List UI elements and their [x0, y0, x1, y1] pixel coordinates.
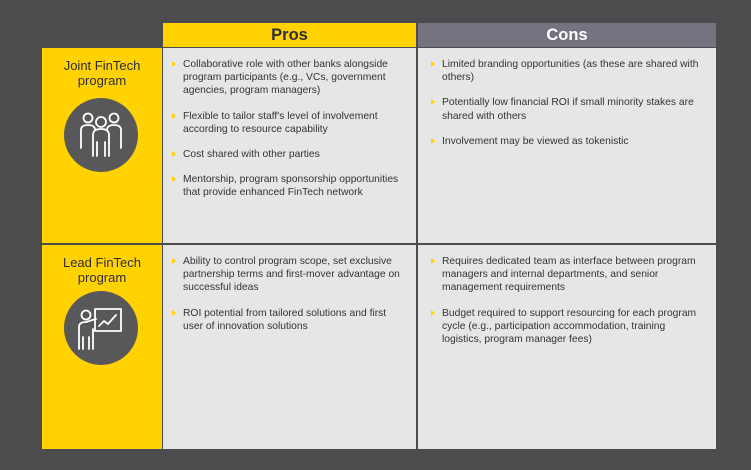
row-title-lead-fintech: Lead FinTech program: [62, 255, 142, 285]
joint-fintech-pros: Collaborative role with other banks alon…: [163, 48, 416, 243]
lead-fintech-cons: Requires dedicated team as interface bet…: [418, 245, 716, 449]
list-item: Ability to control program scope, set ex…: [172, 255, 406, 295]
presenter-at-chart-icon: [64, 291, 138, 365]
cons-header: Cons: [418, 23, 716, 47]
joint-fintech-cons: Limited branding opportunities (as these…: [418, 48, 716, 243]
list-item: ROI potential from tailored solutions an…: [172, 307, 406, 333]
list-item: Mentorship, program sponsorship opportun…: [172, 173, 406, 199]
list-item: Budget required to support resourcing fo…: [431, 307, 706, 347]
row-title-joint-fintech: Joint FinTech program: [63, 58, 141, 88]
lead-fintech-pros: Ability to control program scope, set ex…: [163, 245, 416, 449]
row-label-lead-fintech: Lead FinTech program: [42, 245, 162, 449]
list-item: Collaborative role with other banks alon…: [172, 58, 406, 98]
list-item: Involvement may be viewed as tokenistic: [431, 135, 706, 148]
list-item: Flexible to tailor staff's level of invo…: [172, 110, 406, 136]
list-item: Limited branding opportunities (as these…: [431, 58, 706, 84]
list-item: Cost shared with other parties: [172, 148, 406, 161]
pros-header: Pros: [163, 23, 416, 47]
list-item: Requires dedicated team as interface bet…: [431, 255, 706, 295]
list-item: Potentially low financial ROI if small m…: [431, 96, 706, 122]
row-label-joint-fintech: Joint FinTech program: [42, 48, 162, 243]
group-of-people-icon: [64, 98, 138, 172]
